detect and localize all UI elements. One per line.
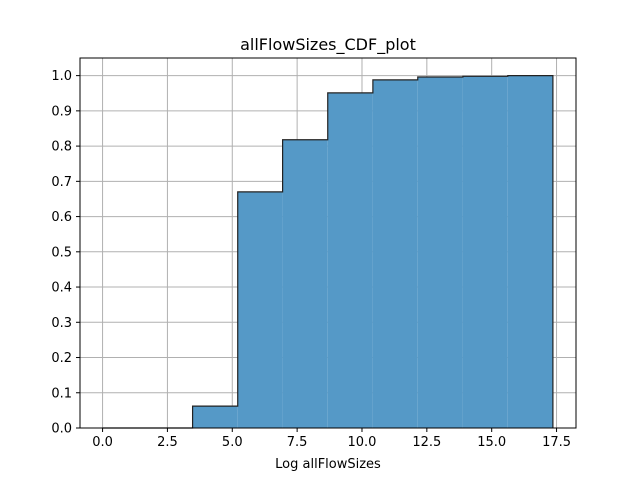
y-tick-label: 0.2 xyxy=(51,351,72,366)
x-tick-label: 10.0 xyxy=(348,435,377,450)
x-axis: 0.0 2.5 5.0 7.5 10.0 12.5 15.0 17.5 xyxy=(92,428,571,450)
x-tick-label: 5.0 xyxy=(222,435,243,450)
cdf-step-outline xyxy=(102,75,554,429)
y-axis: 0.0 0.1 0.2 0.3 0.4 0.5 0.6 0.7 0.8 0.9 1.0 xyxy=(51,69,80,437)
y-tick-label: 0.3 xyxy=(51,316,72,331)
chart-title: allFlowSizes_CDF_plot xyxy=(240,35,416,55)
histogram-bar xyxy=(237,191,283,428)
histogram-bar xyxy=(507,75,553,428)
y-tick-label: 0.4 xyxy=(51,281,72,296)
histogram-bars xyxy=(192,75,553,429)
y-tick-label: 0.1 xyxy=(51,386,72,401)
x-tick-label: 7.5 xyxy=(287,435,308,450)
histogram-bar xyxy=(192,406,238,428)
y-tick-label: 0.7 xyxy=(51,175,72,190)
y-tick-label: 0.6 xyxy=(51,210,72,225)
y-tick-label: 0.9 xyxy=(51,104,72,119)
y-tick-label: 0.0 xyxy=(51,422,72,437)
y-tick-label: 1.0 xyxy=(51,69,72,84)
x-tick-label: 17.5 xyxy=(542,435,571,450)
x-tick-label: 0.0 xyxy=(92,435,113,450)
histogram-bar xyxy=(417,77,463,429)
histogram-bar xyxy=(327,92,373,428)
plot-frame xyxy=(79,57,577,429)
x-tick-label: 2.5 xyxy=(157,435,178,450)
histogram-bar xyxy=(462,76,508,429)
x-tick-label: 12.5 xyxy=(412,435,441,450)
y-tick-label: 0.8 xyxy=(51,140,72,155)
histogram-bar xyxy=(282,139,328,428)
y-tick-label: 0.5 xyxy=(51,245,72,260)
x-tick-label: 15.0 xyxy=(477,435,506,450)
x-axis-label: Log allFlowSizes xyxy=(275,457,381,472)
histogram-bar xyxy=(372,79,418,428)
